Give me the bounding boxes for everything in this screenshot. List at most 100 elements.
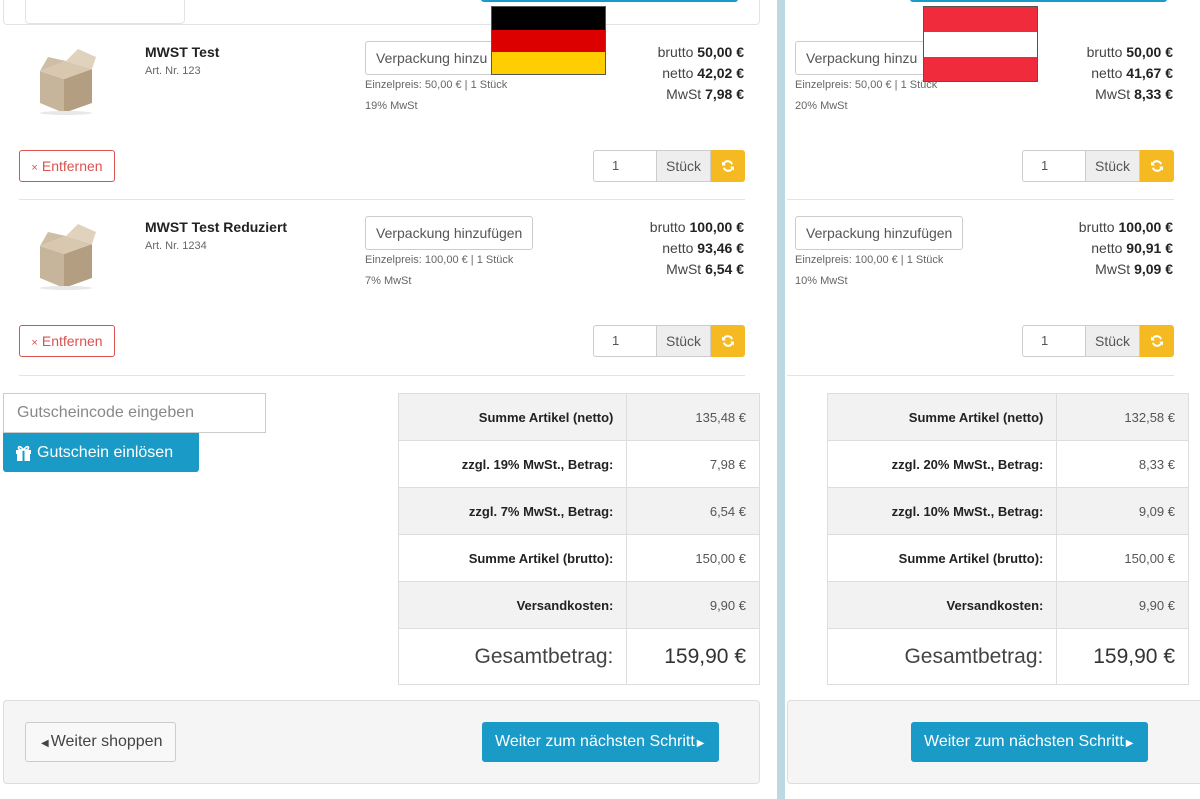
brutto-value: 100,00 € — [1118, 219, 1174, 235]
refresh-quantity-button[interactable] — [1140, 150, 1174, 182]
quantity-unit: Stück — [656, 325, 711, 357]
item-name[interactable]: MWST Test Reduziert — [145, 219, 288, 235]
next-step-button[interactable]: Weiter zum nächsten Schritt ▶ — [482, 722, 720, 762]
netto-label: netto — [1091, 240, 1123, 256]
total-value: 159,90 € — [626, 628, 760, 685]
summary-row: zzgl. 20% MwSt., Betrag: 8,33 € — [826, 440, 1189, 488]
add-packaging-button[interactable]: Verpackung hinzufügen — [795, 216, 964, 250]
mwst-label: MwSt — [666, 86, 702, 102]
vat-rate: 10% MwSt — [795, 275, 848, 287]
summary-value: 135,48 € — [626, 393, 760, 441]
mwst-label: MwSt — [666, 261, 702, 277]
quantity-input[interactable]: 1 — [1022, 150, 1085, 182]
refresh-icon — [1151, 160, 1163, 172]
netto-value: 41,67 € — [1126, 65, 1173, 81]
cardboard-box-icon — [40, 224, 96, 290]
summary-label: Summe Artikel (brutto): — [397, 534, 628, 582]
unit-price: Einzelpreis: 50,00 € | 1 Stück — [795, 79, 938, 91]
add-packaging-button[interactable]: Verpackung hinzu — [365, 41, 495, 75]
mwst-value: 9,09 € — [1134, 261, 1173, 277]
mwst-value: 8,33 € — [1134, 86, 1173, 102]
vat-rate: 7% MwSt — [365, 275, 412, 287]
netto-label: netto — [1091, 65, 1123, 81]
brutto-label: brutto — [649, 219, 686, 235]
summary-value: 8,33 € — [1056, 440, 1189, 488]
panel-divider — [775, 0, 787, 799]
brutto-label: brutto — [1086, 44, 1123, 60]
summary-value: 9,09 € — [1056, 487, 1189, 535]
chevron-right-icon: ▶ — [696, 738, 705, 749]
summary-label: Summe Artikel (netto) — [826, 393, 1058, 441]
cart-box — [3, 0, 760, 25]
total-label: Gesamtbetrag: — [397, 628, 628, 685]
next-step-label: Weiter zum nächsten Schritt — [924, 733, 1124, 750]
netto-value: 42,02 € — [697, 65, 744, 81]
continue-shopping-label: Weiter shoppen — [50, 733, 163, 750]
item-divider — [787, 375, 1174, 376]
refresh-quantity-button[interactable] — [711, 325, 745, 357]
summary-label: Summe Artikel (netto) — [397, 393, 628, 441]
summary-label: zzgl. 19% MwSt., Betrag: — [397, 440, 628, 488]
cart-item: Verpackung hinzu Einzelpreis: 50,00 € | … — [787, 25, 1200, 201]
netto-value: 90,91 € — [1126, 240, 1173, 256]
redeem-coupon-button[interactable]: Gutschein einlösen — [3, 433, 199, 472]
redeem-coupon-label: Gutschein einlösen — [37, 444, 174, 461]
cart-item: MWST Test Art. Nr. 123 Verpackung hinzu … — [0, 25, 775, 201]
add-packaging-button[interactable]: Verpackung hinzufügen — [365, 216, 534, 250]
item-divider — [787, 199, 1174, 200]
remove-item-button[interactable]: × Entfernen — [19, 150, 115, 182]
remove-label: Entfernen — [41, 158, 103, 174]
summary-row: Summe Artikel (brutto): 150,00 € — [826, 534, 1189, 582]
summary-label: Summe Artikel (brutto): — [826, 534, 1058, 582]
vat-rate: 19% MwSt — [365, 100, 418, 112]
summary-row: Versandkosten: 9,90 € — [397, 581, 760, 629]
order-summary-table: Summe Artikel (netto) 132,58 € zzgl. 20% … — [826, 393, 1189, 685]
refresh-quantity-button[interactable] — [1140, 325, 1174, 357]
top-back-button-partial[interactable] — [25, 0, 185, 24]
top-next-button-partial[interactable] — [910, 0, 1167, 2]
unit-price: Einzelpreis: 100,00 € | 1 Stück — [365, 254, 514, 266]
austria-flag — [923, 6, 1038, 82]
next-step-button[interactable]: Weiter zum nächsten Schritt ▶ — [911, 722, 1149, 762]
brutto-label: brutto — [657, 44, 694, 60]
brutto-value: 100,00 € — [689, 219, 745, 235]
remove-item-button[interactable]: × Entfernen — [19, 325, 115, 357]
refresh-icon — [1151, 335, 1163, 347]
germany-flag — [491, 6, 606, 75]
summary-value: 150,00 € — [1056, 534, 1189, 582]
item-article-number: Art. Nr. 1234 — [145, 240, 207, 252]
unit-price: Einzelpreis: 50,00 € | 1 Stück — [365, 79, 508, 91]
mwst-value: 6,54 € — [705, 261, 744, 277]
cart-panel-germany: MWST Test Art. Nr. 123 Verpackung hinzu … — [0, 0, 775, 784]
top-next-button-partial[interactable] — [481, 0, 738, 2]
continue-shopping-button[interactable]: ◀ Weiter shoppen — [25, 722, 177, 762]
cart-item: Verpackung hinzufügen Einzelpreis: 100,0… — [787, 200, 1200, 376]
checkout-footer: ◀ Weiter shoppen Weiter zum nächsten Schr… — [3, 700, 760, 784]
summary-value: 132,58 € — [1056, 393, 1189, 441]
summary-row: zzgl. 10% MwSt., Betrag: 9,09 € — [826, 487, 1189, 535]
summary-total-row: Gesamtbetrag: 159,90 € — [826, 628, 1189, 685]
refresh-quantity-button[interactable] — [711, 150, 745, 182]
summary-value: 9,90 € — [626, 581, 760, 629]
coupon-code-input[interactable]: Gutscheincode eingeben — [3, 393, 266, 433]
summary-row: Summe Artikel (netto) 135,48 € — [397, 393, 760, 441]
summary-value: 150,00 € — [626, 534, 760, 582]
price-block: brutto 50,00 € netto 41,67 € MwSt 8,33 € — [973, 42, 1173, 105]
quantity-input[interactable]: 1 — [593, 150, 656, 182]
add-packaging-button[interactable]: Verpackung hinzu — [795, 41, 925, 75]
quantity-input[interactable]: 1 — [593, 325, 656, 357]
close-icon: × — [31, 162, 38, 174]
quantity-group: 1 Stück — [1022, 325, 1174, 357]
summary-row: Summe Artikel (brutto): 150,00 € — [397, 534, 760, 582]
netto-label: netto — [662, 240, 694, 256]
summary-label: zzgl. 20% MwSt., Betrag: — [826, 440, 1058, 488]
summary-label: Versandkosten: — [397, 581, 628, 629]
quantity-input[interactable]: 1 — [1022, 325, 1085, 357]
vat-rate: 20% MwSt — [795, 100, 848, 112]
summary-value: 6,54 € — [626, 487, 760, 535]
refresh-icon — [722, 160, 734, 172]
total-value: 159,90 € — [1056, 628, 1189, 685]
summary-row: zzgl. 19% MwSt., Betrag: 7,98 € — [397, 440, 760, 488]
item-name[interactable]: MWST Test — [145, 44, 220, 60]
summary-row: Summe Artikel (netto) 132,58 € — [826, 393, 1189, 441]
